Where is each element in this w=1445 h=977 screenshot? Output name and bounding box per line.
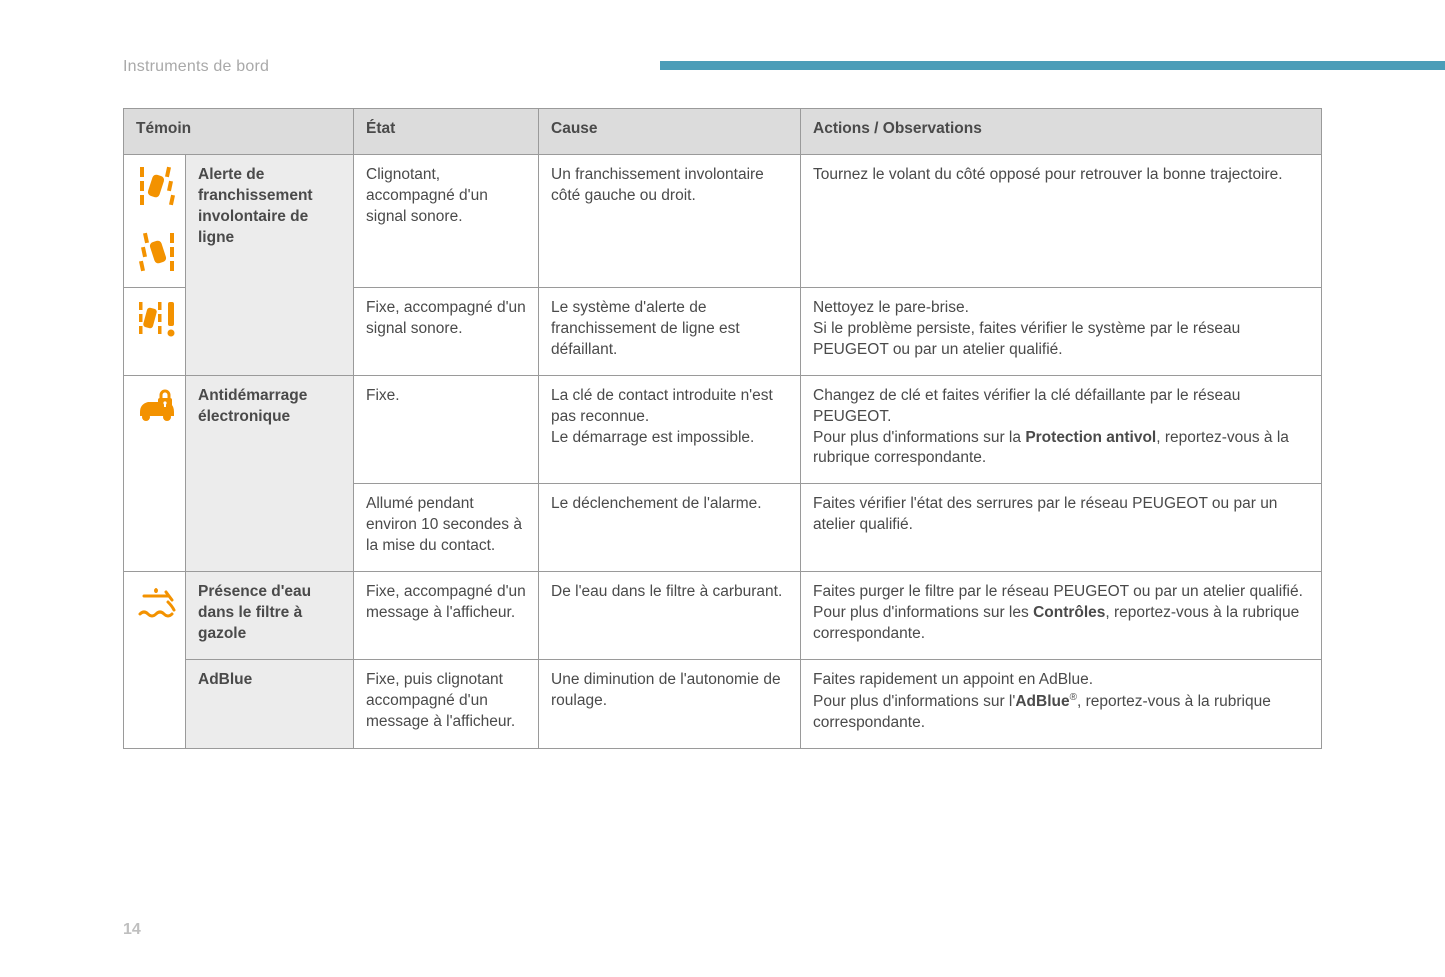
table-row: Antidémarrage électronique Fixe. La clé …: [124, 375, 1322, 484]
table-row: AdBlue Fixe, puis clignotant accompagné …: [124, 659, 1322, 748]
table-row: Présence d'eau dans le filtre à gazole F…: [124, 572, 1322, 660]
indicator-name: Présence d'eau dans le filtre à gazole: [186, 572, 354, 660]
lane-departure-right-icon: [136, 231, 178, 273]
cause-text: La clé de contact introduite n'est pas r…: [551, 387, 773, 446]
action-text-sup: ®: [1070, 692, 1077, 703]
indicator-state: Fixe.: [354, 375, 539, 484]
icon-cell: [124, 221, 186, 288]
indicator-action: Faites vérifier l'état des serrures par …: [801, 484, 1322, 572]
warning-indicators-table: Témoin État Cause Actions / Observations: [123, 108, 1322, 749]
lane-departure-fault-icon: [136, 298, 178, 340]
indicator-cause: De l'eau dans le filtre à carburant.: [539, 572, 801, 660]
lane-departure-left-icon: [136, 165, 178, 207]
action-text-bold: AdBlue: [1015, 693, 1069, 710]
car-lock-icon: [136, 386, 178, 428]
indicator-action: Faites rapidement un appoint en AdBlue. …: [801, 659, 1322, 748]
page-header: Instruments de bord: [0, 58, 1445, 78]
header-accent-bar: [660, 61, 1445, 70]
action-text-bold: Contrôles: [1033, 604, 1105, 621]
page: Instruments de bord Témoin État Cause Ac…: [0, 0, 1445, 977]
indicator-state: Clignotant, accompagné d'un signal sonor…: [354, 154, 539, 287]
indicator-cause: Une diminution de l'autonomie de roulage…: [539, 659, 801, 748]
th-actions: Actions / Observations: [801, 109, 1322, 155]
icon-cell: [124, 375, 186, 571]
action-text: Nettoyez le pare-brise. Si le problème p…: [813, 299, 1240, 358]
table-header-row: Témoin État Cause Actions / Observations: [124, 109, 1322, 155]
th-cause: Cause: [539, 109, 801, 155]
indicator-state: Allumé pendant environ 10 secondes à la …: [354, 484, 539, 572]
content-area: Témoin État Cause Actions / Observations: [0, 108, 1445, 749]
table-row: Alerte de franchissement involontaire de…: [124, 154, 1322, 221]
indicator-state: Fixe, puis clignotant accompagné d'un me…: [354, 659, 539, 748]
icon-cell: [124, 572, 186, 749]
indicator-action: Changez de clé et faites vérifier la clé…: [801, 375, 1322, 484]
indicator-state: Fixe, accompagné d'un signal sonore.: [354, 287, 539, 375]
indicator-cause: Un franchissement involontaire côté gauc…: [539, 154, 801, 287]
indicator-action: Nettoyez le pare-brise. Si le problème p…: [801, 287, 1322, 375]
icon-cell: [124, 287, 186, 375]
indicator-name: Antidémarrage électronique: [186, 375, 354, 571]
indicator-name: AdBlue: [186, 659, 354, 748]
indicator-action: Tournez le volant du côté opposé pour re…: [801, 154, 1322, 287]
indicator-action: Faites purger le filtre par le réseau PE…: [801, 572, 1322, 660]
indicator-cause: La clé de contact introduite n'est pas r…: [539, 375, 801, 484]
th-etat: État: [354, 109, 539, 155]
indicator-state: Fixe, accompagné d'un message à l'affich…: [354, 572, 539, 660]
indicator-cause: Le système d'alerte de franchissement de…: [539, 287, 801, 375]
action-text-bold: Protection antivol: [1025, 429, 1156, 446]
th-temoin: Témoin: [124, 109, 354, 155]
section-title: Instruments de bord: [123, 58, 269, 76]
water-in-fuel-icon: [136, 582, 178, 624]
page-number: 14: [123, 921, 141, 939]
icon-cell: [124, 154, 186, 221]
indicator-cause: Le déclenchement de l'alarme.: [539, 484, 801, 572]
indicator-name: Alerte de franchissement involontaire de…: [186, 154, 354, 375]
